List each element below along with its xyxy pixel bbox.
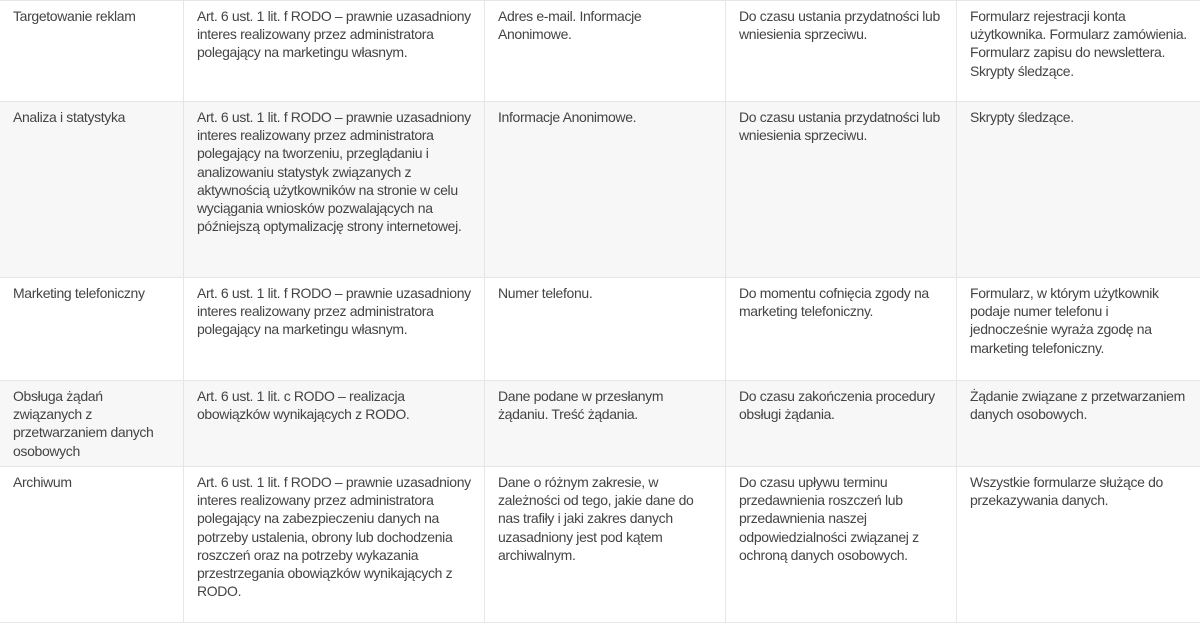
legal-basis-cell: Art. 6 ust. 1 lit. c RODO – realizacja o… (183, 380, 485, 467)
legal-basis-cell: Art. 6 ust. 1 lit. f RODO – prawnie uzas… (183, 466, 485, 623)
purpose-cell: Obsługa żądań związanych z przetwarzanie… (0, 380, 184, 467)
table-row: Archiwum Art. 6 ust. 1 lit. f RODO – pra… (0, 466, 1200, 623)
data-cell: Informacje Anonimowe. (484, 101, 726, 278)
data-cell: Dane podane w przesłanym żądaniu. Treść … (484, 380, 726, 467)
source-cell: Żądanie związane z przetwarzaniem danych… (956, 380, 1200, 467)
source-cell: Formularz rejestracji konta użytkownika.… (956, 0, 1200, 102)
period-cell: Do czasu ustania przydatności lub wniesi… (725, 101, 957, 278)
period-cell: Do czasu ustania przydatności lub wniesi… (725, 0, 957, 102)
legal-basis-cell: Art. 6 ust. 1 lit. f RODO – prawnie uzas… (183, 277, 485, 381)
legal-basis-cell: Art. 6 ust. 1 lit. f RODO – prawnie uzas… (183, 0, 485, 102)
purpose-cell: Marketing telefoniczny (0, 277, 184, 381)
table-row: Obsługa żądań związanych z przetwarzanie… (0, 380, 1200, 467)
table-row: Analiza i statystyka Art. 6 ust. 1 lit. … (0, 101, 1200, 278)
source-cell: Wszystkie formularze służące do przekazy… (956, 466, 1200, 623)
data-cell: Dane o różnym zakresie, w zależności od … (484, 466, 726, 623)
legal-basis-cell: Art. 6 ust. 1 lit. f RODO – prawnie uzas… (183, 101, 485, 278)
data-cell: Adres e-mail. Informacje Anonimowe. (484, 0, 726, 102)
source-cell: Formularz, w którym użytkownik podaje nu… (956, 277, 1200, 381)
period-cell: Do czasu zakończenia procedury obsługi ż… (725, 380, 957, 467)
table-row: Marketing telefoniczny Art. 6 ust. 1 lit… (0, 277, 1200, 381)
period-cell: Do czasu upływu terminu przedawnienia ro… (725, 466, 957, 623)
purpose-cell: Analiza i statystyka (0, 101, 184, 278)
purpose-cell: Targetowanie reklam (0, 0, 184, 102)
period-cell: Do momentu cofnięcia zgody na marketing … (725, 277, 957, 381)
source-cell: Skrypty śledzące. (956, 101, 1200, 278)
table-row: Targetowanie reklam Art. 6 ust. 1 lit. f… (0, 0, 1200, 102)
data-cell: Numer telefonu. (484, 277, 726, 381)
purpose-cell: Archiwum (0, 466, 184, 623)
